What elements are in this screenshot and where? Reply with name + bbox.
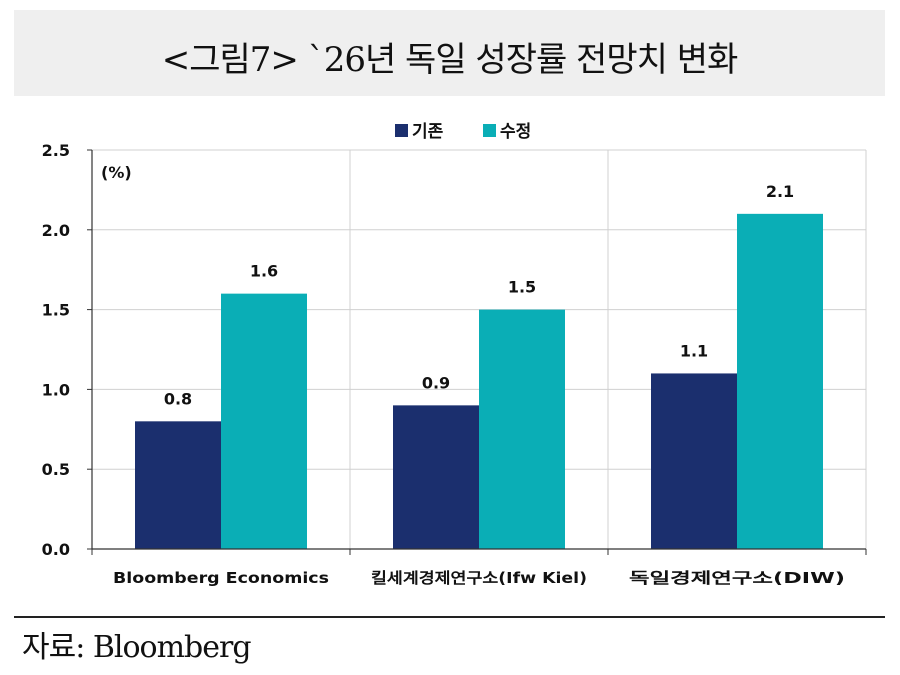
title-band: <그림7> `26년 독일 성장률 전망치 변화 [14,10,885,96]
y-tick-label: 1.5 [42,301,70,320]
legend-swatch-base [395,124,408,137]
bar-revised [479,309,565,549]
y-tick-label: 2.5 [42,141,70,160]
y-tick-label: 1.0 [42,380,70,399]
y-unit-label: (%) [101,163,132,182]
y-tick-label: 2.0 [42,221,70,240]
chart-title: <그림7> `26년 독일 성장률 전망치 변화 [161,40,739,80]
source-note: 자료: Bloomberg [22,630,252,665]
bar-revised [737,213,823,549]
bar-base [135,421,221,549]
legend-label: 수정 [500,122,531,142]
data-label: 1.5 [508,278,536,297]
bottom-rule [14,616,885,618]
data-label: 0.9 [422,373,450,392]
x-category-label: Bloomberg Economics [113,569,329,587]
bar-base [651,373,737,549]
data-label: 0.8 [164,389,192,408]
y-tick-label: 0.5 [42,460,70,479]
legend-swatch-revised [483,124,496,137]
data-label: 2.1 [766,182,794,201]
x-category-label: 킬세계경제연구소(Ifw Kiel) [371,569,587,587]
bar-revised [221,293,307,549]
data-label: 1.1 [680,341,708,360]
bar-base [393,405,479,549]
y-tick-label: 0.0 [42,540,70,559]
data-label: 1.6 [250,262,278,281]
x-category-label: 독일경제연구소(DIW) [629,569,845,587]
legend-label: 기존 [412,122,444,142]
